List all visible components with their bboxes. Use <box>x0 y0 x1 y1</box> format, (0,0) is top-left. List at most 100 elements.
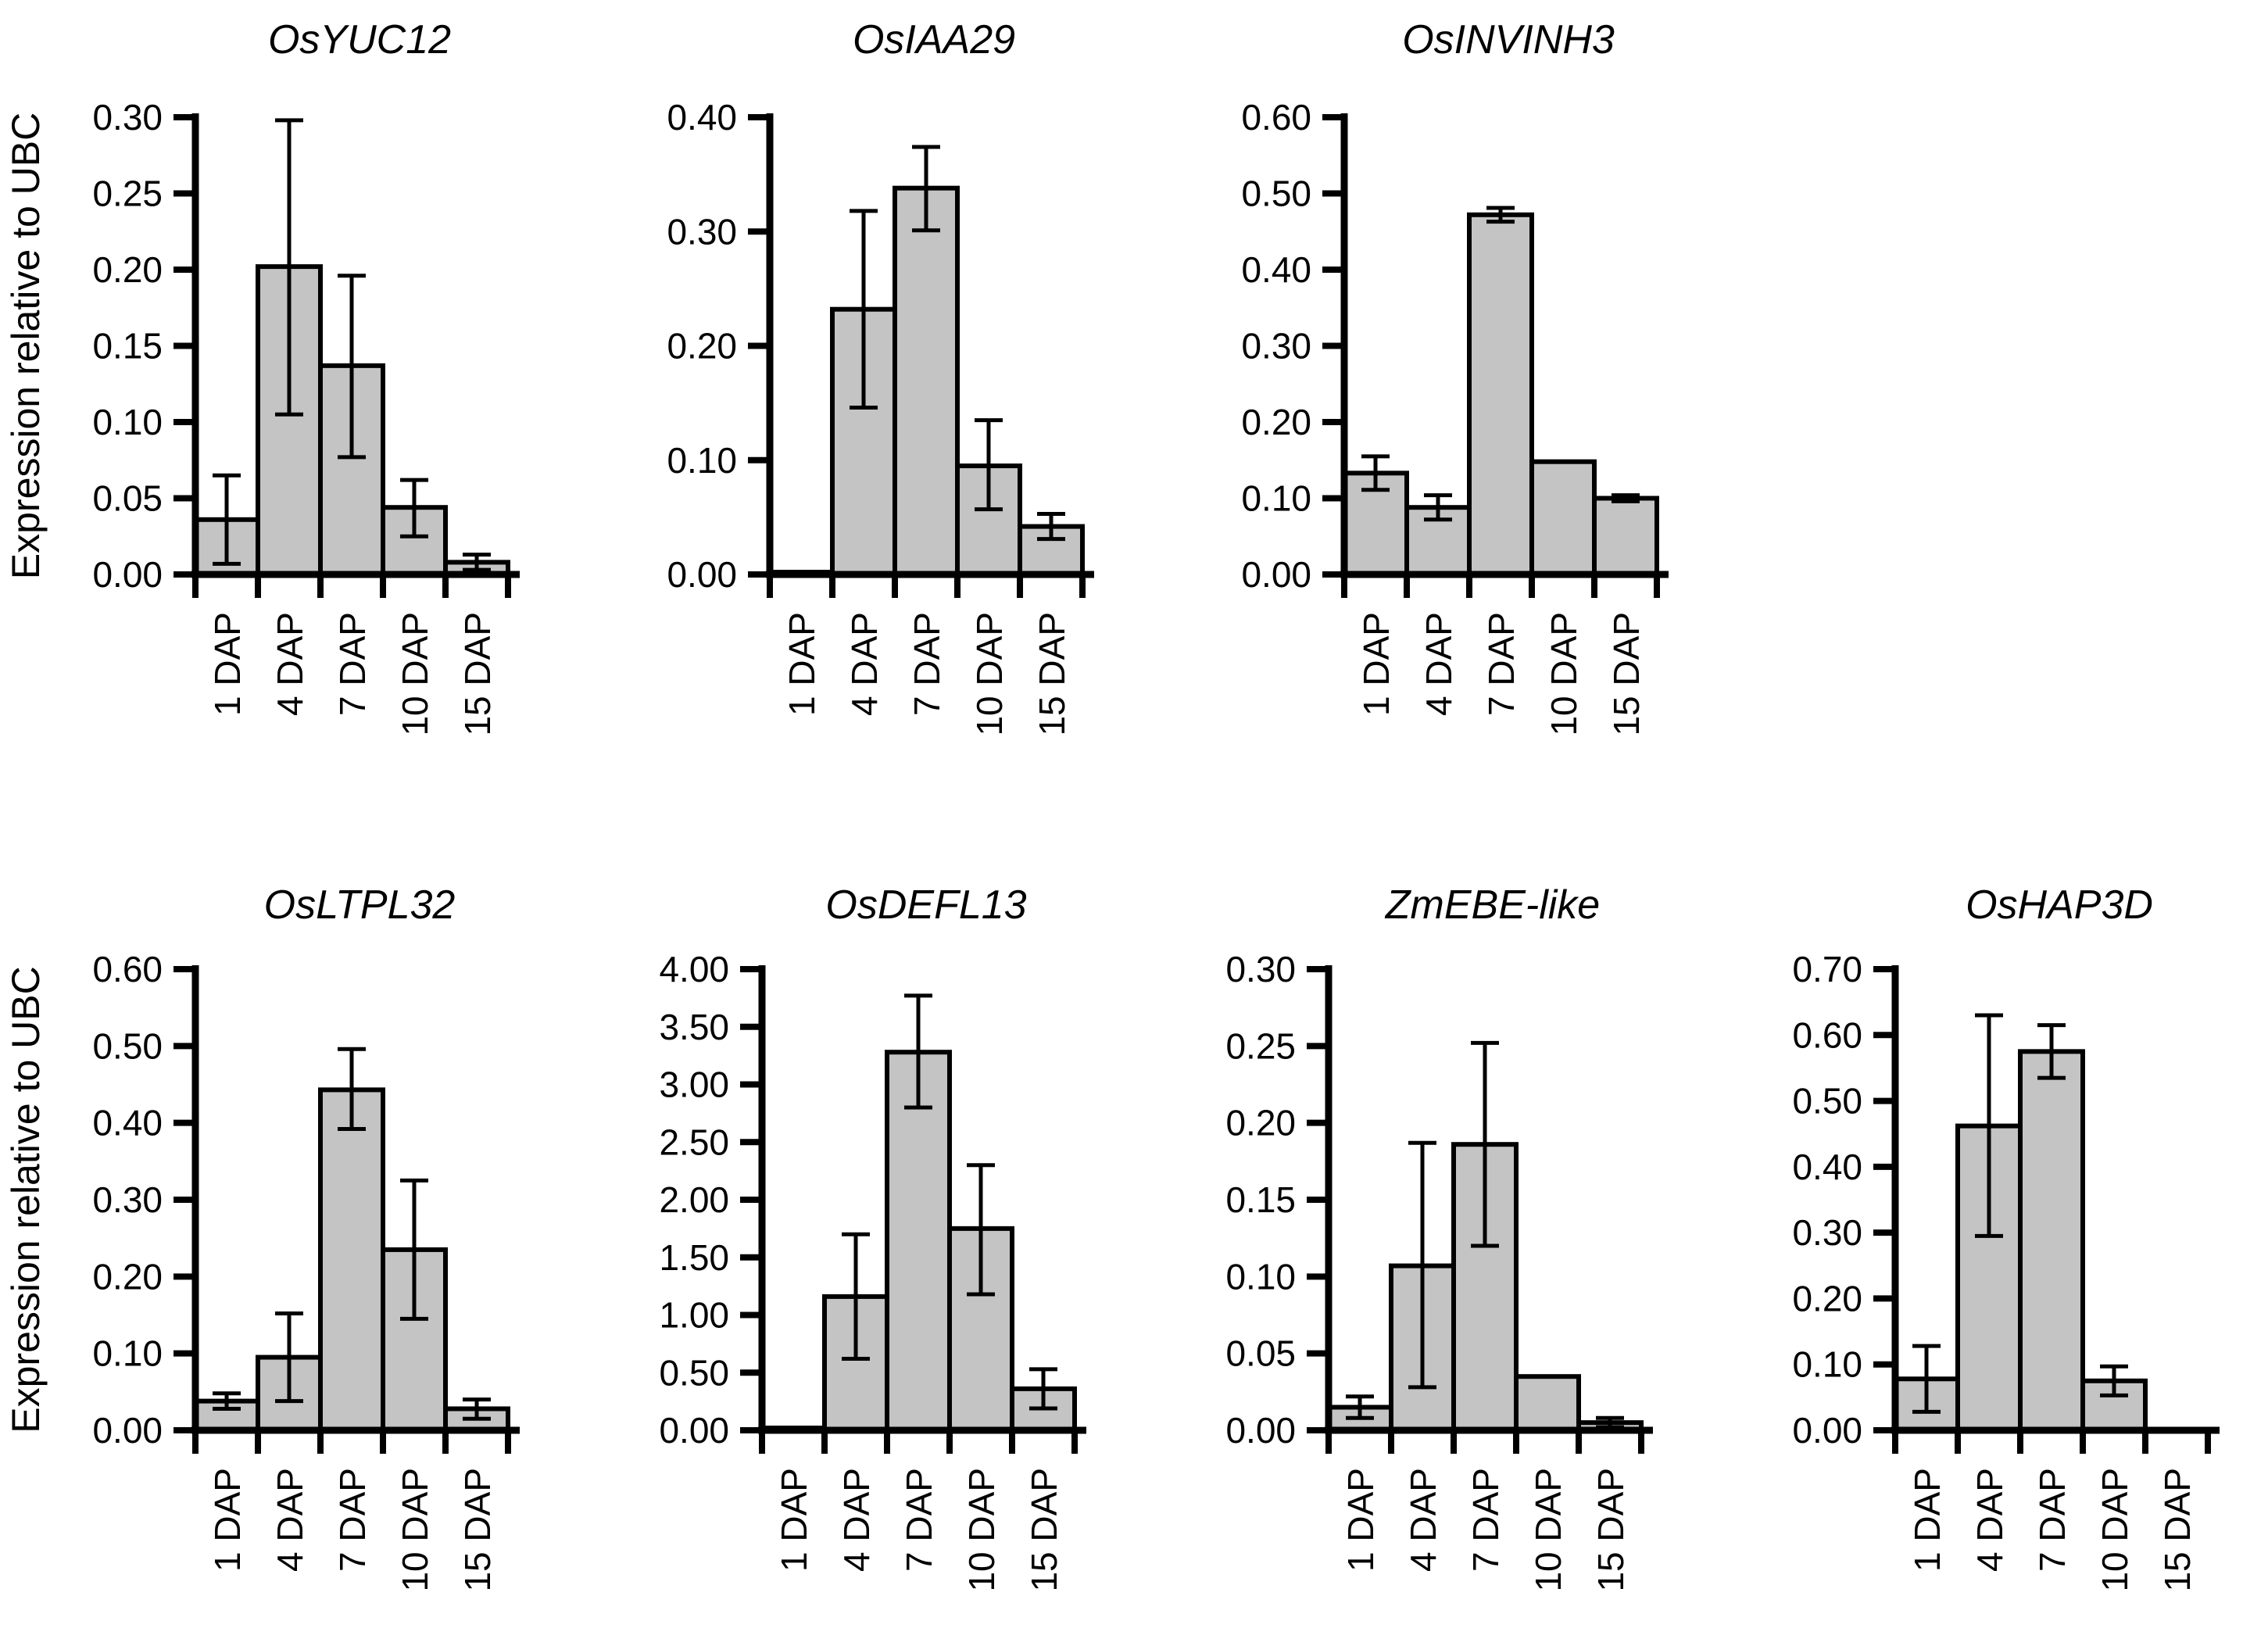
error-bar <box>1471 1040 1499 1248</box>
error-bar <box>1486 206 1515 224</box>
y-tick-label: 0.00 <box>92 554 163 595</box>
x-category-label: 1 DAP <box>207 612 248 716</box>
error-bar <box>1912 1344 1941 1414</box>
error-bar <box>1975 1013 2003 1238</box>
y-tick-label: 0.00 <box>1225 1410 1296 1451</box>
y-tick-label: 0.40 <box>92 1103 163 1143</box>
error-bar <box>1612 493 1640 503</box>
bar <box>893 185 960 578</box>
y-tick-label: 0.00 <box>659 1410 729 1451</box>
error-bar <box>463 553 491 572</box>
x-category-label: 15 DAP <box>457 1468 498 1592</box>
y-tick-label: 2.50 <box>659 1122 729 1162</box>
chart-panel: OsDEFL13 0.00 0.50 1.00 1.50 2.00 2.50 3.00 3.50… <box>659 882 1086 1592</box>
chart-title: OsHAP3D <box>1966 882 2153 928</box>
chart-panel: OsYUC12 0.00 0.05 0.10 0.15 0.20 0.25 0.30 1 DAP… <box>92 17 520 736</box>
chart-panel: OsHAP3D 0.00 0.10 0.20 0.30 0.40 0.50 0.60 0.70 1… <box>1792 882 2220 1592</box>
y-tick-label: 0.10 <box>1241 478 1311 519</box>
x-category-label: 1 DAP <box>782 612 822 716</box>
bar <box>318 1087 385 1433</box>
y-tick-label: 0.15 <box>92 326 163 367</box>
x-category-label: 7 DAP <box>907 612 947 716</box>
chart-title: OsLTPL32 <box>264 882 456 928</box>
y-tick-label: 0.05 <box>92 478 163 519</box>
y-tick-label: 2.00 <box>659 1179 729 1220</box>
y-tick-label: 0.00 <box>1792 1410 1862 1451</box>
x-category-label: 4 DAP <box>1403 1468 1443 1572</box>
chart-panel: ZmEBE-like 0.00 0.05 0.10 0.15 0.20 0.25 0.30 1 … <box>1225 882 1653 1592</box>
chart-title: OsDEFL13 <box>825 882 1026 928</box>
x-category-label: 4 DAP <box>1418 612 1459 716</box>
error-bar <box>842 1232 870 1362</box>
chart-title: OsIAA29 <box>853 17 1015 63</box>
y-tick-label: 0.10 <box>1225 1256 1296 1297</box>
x-category-label: 10 DAP <box>395 1468 435 1592</box>
x-category-label: 4 DAP <box>844 612 885 716</box>
x-category-label: 7 DAP <box>2032 1468 2073 1572</box>
x-category-label: 15 DAP <box>2157 1468 2198 1592</box>
bar <box>1529 459 1597 578</box>
bar <box>1018 524 1085 578</box>
y-tick-label: 0.15 <box>1225 1179 1296 1220</box>
y-tick-label: 0.20 <box>1225 1103 1296 1143</box>
x-category-label: 10 DAP <box>1528 1468 1569 1592</box>
x-category-label: 7 DAP <box>1481 612 1522 716</box>
y-tick-label: 0.30 <box>92 1179 163 1220</box>
bar <box>1592 496 1659 577</box>
y-tick-label: 0.60 <box>92 949 163 989</box>
y-tick-label: 0.50 <box>92 1025 163 1066</box>
y-tick-label: 0.30 <box>667 211 737 252</box>
error-bar <box>2037 1023 2066 1080</box>
chart-title: OsINVINH3 <box>1402 17 1615 63</box>
error-bar <box>338 1047 366 1132</box>
x-category-label: 10 DAP <box>969 612 1010 736</box>
error-bar <box>1346 1394 1374 1420</box>
y-axis-label: Expression relative to UBC <box>4 966 48 1433</box>
x-category-label: 15 DAP <box>1024 1468 1064 1592</box>
chart-title: OsYUC12 <box>268 17 451 63</box>
chart-panel: OsIAA29 0.00 0.10 0.20 0.30 0.40 1 DAP 4 DAP 7 D… <box>667 17 1094 736</box>
y-tick-label: 0.70 <box>1792 949 1862 989</box>
x-category-label: 7 DAP <box>332 612 373 716</box>
y-tick-label: 0.05 <box>1225 1333 1296 1374</box>
error-bar <box>213 1391 241 1411</box>
x-category-label: 15 DAP <box>1606 612 1647 736</box>
x-category-label: 4 DAP <box>1969 1468 2010 1572</box>
y-tick-label: 0.20 <box>667 326 737 367</box>
error-bar <box>213 473 241 566</box>
error-bar <box>275 118 303 417</box>
x-category-label: 15 DAP <box>1032 612 1072 736</box>
x-category-label: 1 DAP <box>1907 1468 1948 1572</box>
x-category-label: 1 DAP <box>1340 1468 1381 1572</box>
y-tick-label: 0.10 <box>92 1333 163 1374</box>
error-bar <box>338 274 366 460</box>
x-category-label: 15 DAP <box>1590 1468 1631 1592</box>
x-category-label: 10 DAP <box>961 1468 1002 1592</box>
y-tick-label: 0.00 <box>667 554 737 595</box>
y-tick-label: 0.50 <box>1792 1081 1862 1122</box>
y-tick-label: 1.50 <box>659 1237 729 1278</box>
error-bar <box>275 1311 303 1404</box>
y-tick-label: 0.20 <box>1241 402 1311 442</box>
y-axis-label: Expression relative to UBC <box>4 113 48 579</box>
y-tick-label: 0.30 <box>92 97 163 138</box>
y-tick-label: 0.60 <box>1792 1014 1862 1055</box>
y-tick-label: 0.40 <box>1241 249 1311 290</box>
error-bar <box>2100 1364 2128 1397</box>
x-category-label: 7 DAP <box>1465 1468 1506 1572</box>
x-category-label: 10 DAP <box>2095 1468 2135 1592</box>
y-tick-label: 0.25 <box>1225 1025 1296 1066</box>
y-tick-label: 0.60 <box>1241 97 1311 138</box>
x-category-label: 10 DAP <box>395 612 435 736</box>
y-tick-label: 1.00 <box>659 1295 729 1336</box>
error-bar <box>1029 1367 1057 1411</box>
y-tick-label: 3.00 <box>659 1065 729 1105</box>
error-bar <box>1037 511 1065 542</box>
error-bar <box>463 1397 491 1421</box>
x-category-label: 7 DAP <box>899 1468 939 1572</box>
x-category-label: 4 DAP <box>836 1468 877 1572</box>
x-category-label: 4 DAP <box>270 1468 310 1572</box>
y-tick-label: 0.40 <box>667 97 737 138</box>
